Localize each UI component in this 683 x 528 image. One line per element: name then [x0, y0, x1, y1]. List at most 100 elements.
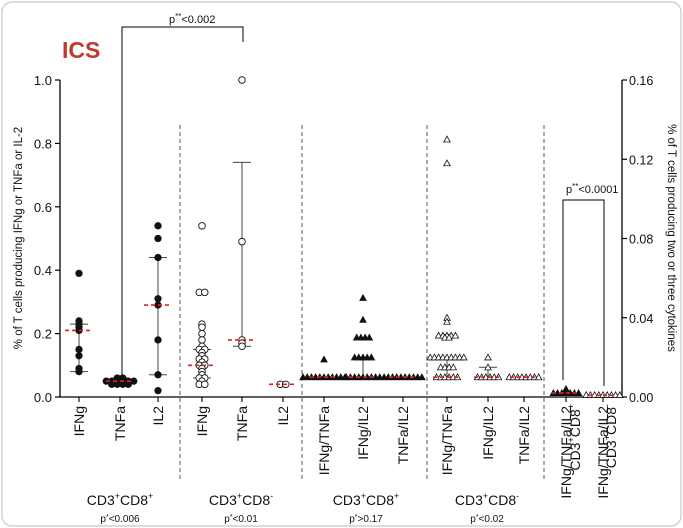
y-axis-right: 0.00 0.04 0.08 0.12 0.16 [621, 74, 653, 405]
y-right-tick-label: 0.00 [629, 391, 653, 405]
y-left-tick-label: 0.4 [34, 263, 52, 278]
category-12 [505, 373, 543, 381]
x-tick-label: TNFa [234, 406, 250, 441]
y-left-tick-label: 0.0 [34, 390, 52, 405]
data-point [365, 333, 374, 341]
group-label-3: CD3+CD8+ p*>0.17 [333, 491, 400, 525]
x-tick-label: IFNg/TNFa [316, 406, 332, 475]
category-13 [549, 385, 583, 396]
data-point [200, 380, 209, 389]
category-14 [582, 390, 624, 398]
data-point [238, 342, 246, 351]
x-tick-label: IFNg/IL2 [480, 406, 496, 460]
svg-text:CD3+CD8+: CD3+CD8+ [87, 491, 154, 508]
y-axis-left: 0.0 0.2 0.4 0.6 0.8 1.0 [34, 73, 61, 405]
svg-text:CD3+CD8-: CD3+CD8- [455, 491, 519, 508]
data-point [154, 387, 162, 395]
svg-text:CD3+CD8-: CD3+CD8- [209, 491, 273, 508]
data-point [198, 329, 206, 338]
group-label-1: CD3+CD8+ p*<0.006 [87, 491, 154, 525]
data-point [75, 345, 83, 354]
y-right-tick-label: 0.12 [629, 153, 653, 167]
data-point [484, 363, 492, 371]
x-tick-label: IFNg/TNFa/IL2 [558, 406, 574, 499]
data-point [418, 373, 426, 381]
data-point [154, 371, 162, 379]
vertical-group-label-2: CD3+CD8- [602, 404, 619, 468]
x-tick-label: TNFa [112, 406, 128, 441]
data-point [75, 269, 83, 278]
group-separators [179, 125, 545, 480]
x-tick-label: IL2 [275, 406, 291, 426]
category-4 [188, 222, 216, 389]
svg-text:CD3+CD8+: CD3+CD8+ [333, 491, 400, 508]
y-axis-left-label: % of T cells producing IFNg or TNFa or I… [13, 127, 25, 349]
x-tick-label: IFNg [71, 406, 87, 436]
category-8 [342, 293, 384, 381]
data-point [154, 295, 162, 303]
data-point [443, 135, 451, 143]
svg-text:p*>0.17: p*>0.17 [349, 514, 383, 525]
data-point [443, 317, 451, 325]
x-tick-label: IFNg/IL2 [355, 406, 371, 460]
data-point [359, 293, 367, 301]
data-point [359, 315, 367, 323]
category-6 [269, 380, 297, 389]
y-left-tick-label: 1.0 [34, 73, 52, 88]
data-point [451, 331, 460, 339]
data-point [75, 367, 83, 376]
data-point [200, 288, 209, 297]
data-point [130, 377, 138, 385]
data-point [238, 76, 246, 84]
category-9 [380, 373, 426, 381]
data-point [154, 253, 162, 262]
data-point [198, 222, 206, 230]
x-tick-label: IFNg [194, 406, 210, 436]
category-2 [102, 374, 138, 388]
bracket-1-label: p**<0.002 [169, 12, 215, 26]
bracket-2: p**<0.0001 [562, 182, 618, 386]
svg-text:p*<0.006: p*<0.006 [100, 514, 140, 525]
category-11 [473, 353, 503, 381]
x-tick-label: IFNg/TNFa/IL2 [595, 406, 611, 499]
data-point [615, 390, 624, 398]
data-point [445, 333, 453, 341]
data-point [534, 373, 543, 381]
bracket-2-label: p**<0.0001 [566, 182, 618, 196]
data-point [484, 353, 492, 361]
data-point [75, 352, 83, 360]
y-right-tick-label: 0.04 [629, 312, 653, 326]
bracket-1: p**<0.002 [121, 12, 244, 382]
y-left-tick-label: 0.2 [34, 327, 52, 342]
data-point [459, 353, 468, 361]
y-left-tick-label: 0.6 [34, 200, 52, 215]
x-tick-label: IL2 [150, 406, 166, 426]
data-point [443, 159, 451, 167]
data-point [154, 234, 162, 243]
category-3 [144, 222, 172, 395]
y-left-tick-label: 0.8 [34, 136, 52, 151]
plot-area [65, 76, 624, 398]
category-10 [426, 135, 468, 381]
x-tick-labels: IFNg TNFa IL2 IFNg TNFa IL2 IFNg/TNFa IFNg/IL2 T… [71, 397, 611, 499]
data-point [238, 237, 246, 246]
data-point [367, 353, 376, 361]
y-right-tick-label: 0.08 [629, 233, 653, 247]
group-label-2: CD3+CD8- p*<0.01 [209, 491, 273, 525]
category-5 [228, 76, 256, 351]
vertical-group-label-1: CD3+CD8+ [566, 404, 583, 471]
y-right-tick-label: 0.16 [629, 74, 653, 88]
data-point [154, 222, 162, 230]
svg-text:p*<0.01: p*<0.01 [224, 514, 258, 525]
category-7 [299, 355, 349, 381]
data-point [198, 336, 206, 344]
chart-title: ICS [62, 37, 100, 63]
data-point [198, 323, 206, 332]
data-point [154, 336, 162, 344]
y-axis-right-label: % of T cells producing two or three cyto… [665, 124, 677, 352]
data-point [320, 355, 328, 363]
data-point [449, 363, 458, 371]
category-1 [65, 269, 93, 376]
